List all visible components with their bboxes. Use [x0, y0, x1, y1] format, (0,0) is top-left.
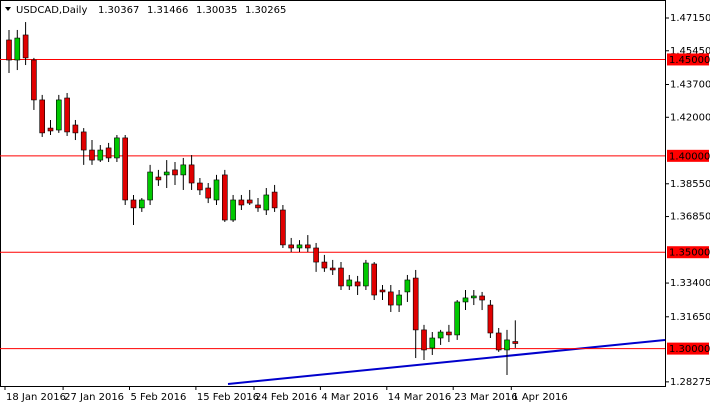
candle-body — [429, 337, 436, 349]
candle-body — [504, 339, 510, 351]
candle-body — [172, 169, 178, 176]
level-label-box — [667, 149, 709, 162]
candle-body — [321, 261, 328, 269]
candle-body — [105, 147, 112, 159]
x-tick-label: 4 Mar 2016 — [321, 392, 378, 403]
x-tick-label: 14 Mar 2016 — [388, 392, 451, 403]
candle-body — [446, 331, 452, 336]
header: USDCAD,Daily 1.30367 1.31466 1.30035 1.3… — [16, 5, 286, 16]
candle-body — [39, 99, 46, 134]
candle-body — [313, 247, 319, 263]
candle-body — [404, 279, 411, 293]
level-label: 1.35000 — [669, 248, 710, 259]
candle-body — [354, 281, 361, 287]
candle-body — [72, 124, 79, 134]
candle-body — [80, 131, 87, 151]
candle-body — [97, 149, 104, 161]
candle-body — [304, 244, 311, 249]
low-label: 1.30035 — [196, 5, 237, 16]
trend-line — [227, 339, 666, 385]
candle-body — [180, 164, 187, 176]
y-tick-label: 1.38550 — [670, 179, 710, 190]
candle-body — [14, 37, 21, 61]
menu-arrow — [5, 7, 11, 11]
candle-body — [421, 329, 427, 351]
candle-body — [255, 204, 261, 209]
level-label-box — [667, 342, 709, 355]
candle-body — [412, 277, 419, 331]
y-tick-label: 1.36850 — [670, 212, 710, 223]
candle-body — [338, 267, 344, 287]
x-tick-label: 1 Apr 2016 — [512, 392, 567, 403]
y-tick-label: 1.33400 — [670, 278, 710, 289]
candle-body — [462, 297, 469, 303]
level-label: 1.45000 — [669, 55, 710, 66]
candle-body — [288, 244, 295, 249]
candle-body — [213, 179, 220, 201]
chart-title: USDCAD,Daily — [16, 5, 87, 16]
candle-body — [163, 171, 170, 176]
candle-body — [280, 209, 286, 246]
candle-body — [197, 182, 203, 191]
candle-body — [155, 176, 162, 181]
candle-body — [512, 341, 519, 344]
candle-body — [246, 199, 253, 204]
candle-body — [238, 199, 245, 206]
candle-body — [271, 191, 278, 209]
y-tick-label: 1.28275 — [670, 377, 710, 388]
y-tick-label: 1.43700 — [670, 80, 710, 91]
x-tick-label: 18 Jan 2016 — [6, 392, 66, 403]
candle-body — [437, 331, 444, 339]
candle-body — [114, 137, 120, 159]
candle-body — [396, 294, 402, 306]
candle-body — [55, 99, 62, 131]
candle-body — [296, 244, 303, 249]
x-tick-label: 24 Feb 2016 — [255, 392, 317, 403]
candle-body — [346, 279, 353, 287]
plot-frame — [0, 0, 666, 387]
level-label: 1.30000 — [669, 344, 710, 355]
candle-body — [31, 59, 37, 101]
candle-body — [479, 295, 485, 301]
open-label: 1.30367 — [98, 5, 139, 16]
level-label-box — [667, 246, 709, 259]
x-tick-label: 15 Feb 2016 — [197, 392, 259, 403]
candle-body — [387, 291, 394, 306]
y-tick-label: 1.42000 — [670, 112, 710, 123]
candle-body — [487, 304, 494, 334]
candle-body — [188, 164, 195, 184]
candle-body — [263, 194, 270, 211]
x-tick-label: 27 Jan 2016 — [64, 392, 124, 403]
candle-body — [130, 199, 137, 209]
candle-body — [139, 199, 145, 209]
candle-body — [122, 137, 128, 201]
candle-body — [363, 262, 369, 287]
candle-body — [147, 171, 153, 201]
y-tick-label: 1.47150 — [670, 13, 710, 24]
candle-body — [64, 97, 70, 133]
candle-body — [454, 301, 461, 336]
close-label: 1.30265 — [245, 5, 286, 16]
candle-body — [371, 263, 378, 296]
y-tick-label: 1.31650 — [670, 312, 710, 323]
high-label: 1.31466 — [147, 5, 188, 16]
candle-body — [470, 295, 477, 299]
candle-body — [22, 34, 29, 59]
candle-body — [6, 39, 12, 61]
candle-body — [47, 127, 54, 132]
y-tick-label: 1.45450 — [670, 46, 710, 57]
candle-body — [89, 149, 95, 161]
candle-body — [205, 187, 211, 199]
x-tick-label: 5 Feb 2016 — [131, 392, 187, 403]
candle-body — [495, 332, 502, 351]
level-label: 1.40000 — [669, 151, 710, 162]
x-tick-label: 23 Mar 2016 — [454, 392, 517, 403]
level-label-box — [667, 53, 709, 66]
candle-body — [379, 289, 386, 293]
candle-body — [222, 174, 228, 221]
candle-body — [329, 267, 336, 271]
candle-body — [230, 199, 236, 221]
